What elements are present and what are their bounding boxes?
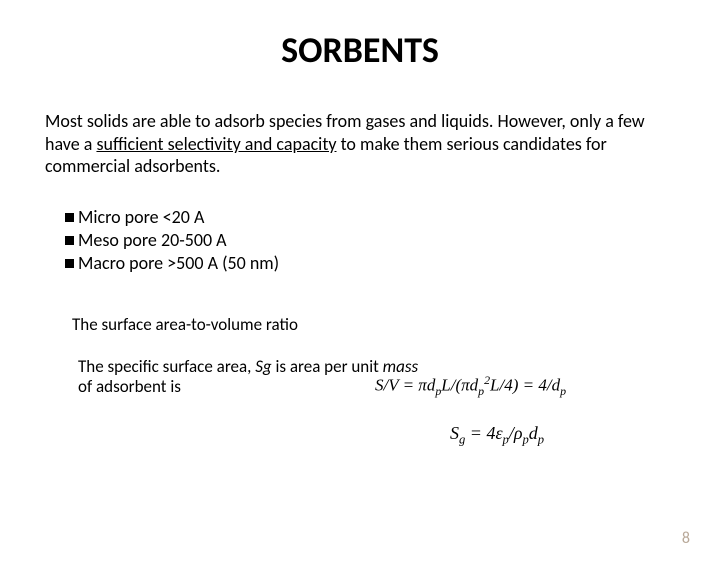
bullet-icon xyxy=(65,236,74,245)
bullet-text: Micro pore <20 A xyxy=(78,206,204,229)
list-item: Macro pore >500 A (50 nm) xyxy=(65,252,720,275)
bullet-icon xyxy=(65,213,74,222)
bullet-text: Macro pore >500 A (50 nm) xyxy=(78,252,279,275)
specific-p1: The specific surface area, xyxy=(78,356,255,377)
ratio-label: The surface area-to-volume ratio xyxy=(72,314,720,335)
specific-sg: Sg xyxy=(255,356,271,377)
formula-surface-volume: S/V = πdpL/(πdp2L/4) = 4/dp xyxy=(375,373,566,399)
list-item: Meso pore 20-500 A xyxy=(65,229,720,252)
intro-paragraph: Most solids are able to adsorb species f… xyxy=(45,110,675,178)
list-item: Micro pore <20 A xyxy=(65,206,720,229)
formula-specific-area: Sg = 4εp/ρpdp xyxy=(450,423,544,448)
bullet-icon xyxy=(65,259,74,268)
page-number: 8 xyxy=(682,529,690,548)
slide-title: SORBENTS xyxy=(0,28,720,72)
specific-p5: of adsorbent is xyxy=(78,376,181,397)
bullet-text: Meso pore 20-500 A xyxy=(78,229,227,252)
intro-underlined: sufficient selectivity and capacity xyxy=(96,133,336,155)
specific-p3: is area per unit xyxy=(272,356,383,377)
pore-list: Micro pore <20 A Meso pore 20-500 A Macr… xyxy=(65,206,720,276)
